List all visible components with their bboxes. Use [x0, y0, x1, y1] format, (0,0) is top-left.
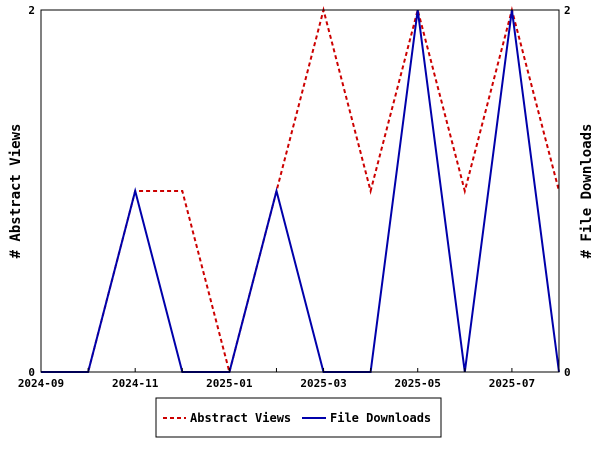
- y-right-tick-bottom: 0: [564, 366, 571, 379]
- y-axis-left-title: # Abstract Views: [8, 124, 24, 259]
- x-axis-ticks: 2024-09 2024-11 2025-01 2025-03 2025-05 2025-…: [18, 368, 560, 390]
- x-tick-label: 2025-01: [206, 377, 253, 390]
- x-tick-label: 2024-09: [18, 377, 64, 390]
- plot-frame: [40, 9, 560, 373]
- y-axis-right-title: # File Downloads: [579, 124, 595, 259]
- legend-box: [155, 397, 442, 438]
- series-line-file-downloads: [41, 9, 560, 373]
- legend-label-file-downloads: File Downloads: [330, 411, 431, 425]
- x-tick-label: 2025-03: [300, 377, 346, 390]
- legend: Abstract Views File Downloads: [155, 397, 442, 438]
- y-right-tick-top: 2: [564, 4, 571, 17]
- legend-label-abstract-views: Abstract Views: [190, 411, 291, 425]
- x-tick-label: 2025-05: [395, 377, 441, 390]
- y-left-tick-top: 2: [28, 4, 35, 17]
- x-tick-label: 2025-07: [489, 377, 535, 390]
- y-left-tick-bottom: 0: [28, 366, 35, 379]
- x-tick-label: 2024-11: [112, 377, 159, 390]
- plot-lines: [41, 6, 560, 376]
